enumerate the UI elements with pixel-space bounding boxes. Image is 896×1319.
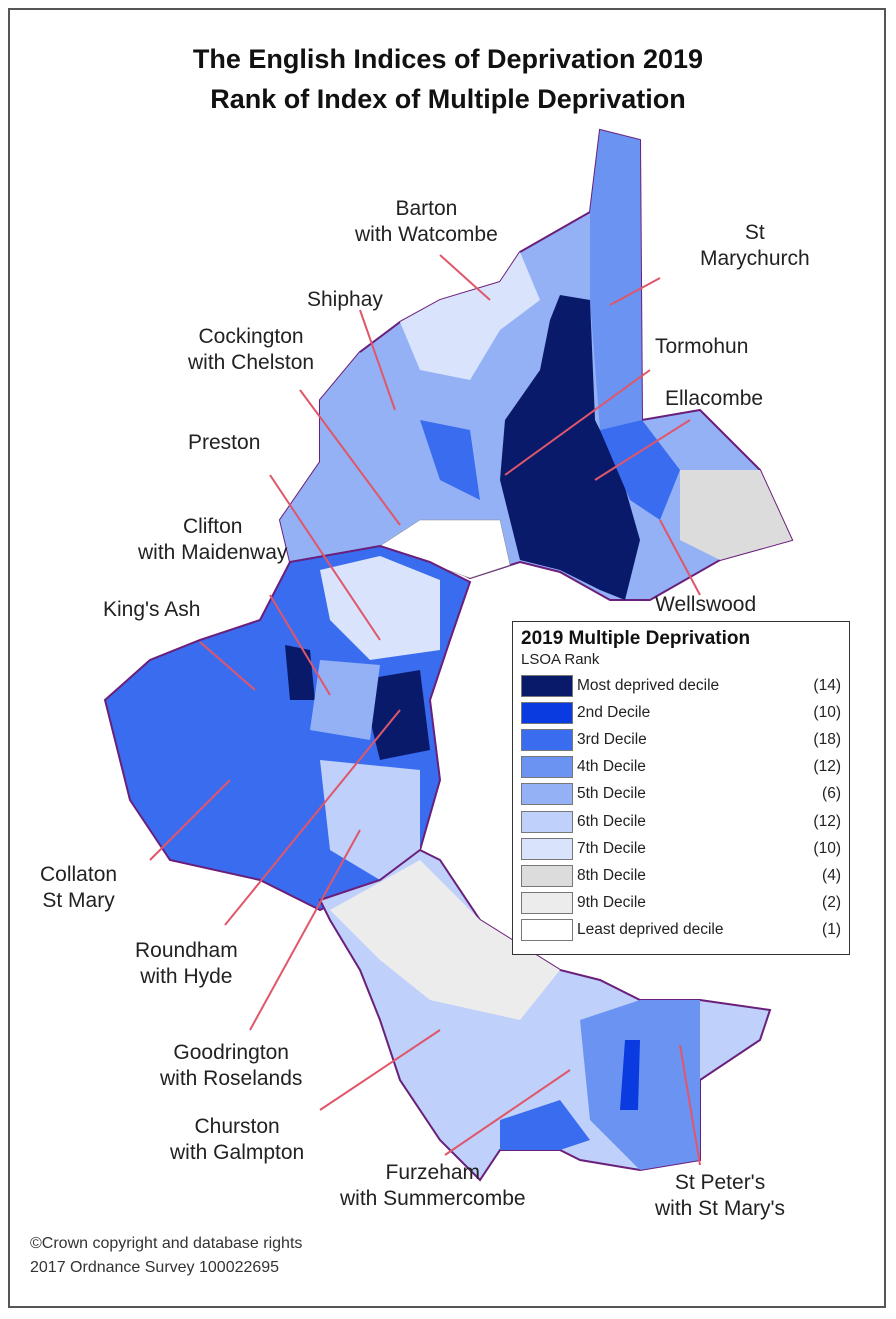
legend-item: 8th Decile (4) — [521, 862, 841, 889]
area-ellacombe — [600, 420, 680, 520]
area-shiphay — [420, 420, 480, 500]
legend-label: 8th Decile — [577, 866, 646, 884]
legend-count: (4) — [822, 866, 841, 884]
ward-label-goodrington: Goodrington with Roselands — [160, 1040, 302, 1092]
legend-item: 7th Decile (10) — [521, 835, 841, 862]
legend: 2019 Multiple Deprivation LSOA Rank Most… — [512, 621, 850, 955]
ward-label-st-marychurch: St Marychurch — [700, 220, 810, 272]
legend-label: 4th Decile — [577, 758, 646, 776]
legend-item: Most deprived decile (14) — [521, 672, 841, 699]
legend-count: (2) — [822, 894, 841, 912]
ward-label-barton: Barton with Watcombe — [355, 196, 498, 248]
legend-count: (10) — [813, 839, 841, 857]
legend-item: 3rd Decile (18) — [521, 726, 841, 753]
ward-label-collaton: Collaton St Mary — [40, 862, 117, 914]
legend-swatch — [521, 837, 573, 860]
ward-name: Cockington with Chelston — [188, 325, 315, 374]
area-st-peters — [580, 1000, 700, 1170]
area-churston — [330, 860, 560, 1020]
legend-label: 9th Decile — [577, 894, 646, 912]
ward-name: Collaton St Mary — [40, 863, 118, 912]
legend-swatch — [521, 701, 573, 724]
legend-item: 6th Decile (12) — [521, 808, 841, 835]
legend-subtitle: LSOA Rank — [521, 651, 600, 668]
legend-title: 2019 Multiple Deprivation — [521, 628, 751, 649]
ward-label-shiphay: Shiphay — [307, 287, 383, 313]
area-st-marychurch — [590, 130, 642, 430]
legend-count: (14) — [813, 676, 841, 694]
area-st-peters-dark — [620, 1040, 640, 1110]
copyright-line-1: ©Crown copyright and database rights — [30, 1235, 303, 1252]
area-preston — [320, 556, 440, 660]
ward-label-furzeham: Furzeham with Summercombe — [340, 1160, 526, 1212]
ward-label-cockington: Cockington with Chelston — [188, 324, 314, 376]
ward-label-kings-ash: King's Ash — [103, 597, 200, 623]
legend-swatch — [521, 783, 573, 806]
legend-count: (12) — [813, 812, 841, 830]
ward-label-ellacombe: Ellacombe — [665, 386, 763, 412]
copyright: ©Crown copyright and database rights 201… — [30, 1232, 302, 1280]
legend-items: Most deprived decile (14) 2nd Decile (10… — [521, 672, 841, 944]
ward-label-roundham: Roundham with Hyde — [135, 938, 238, 990]
area-tormohun-dark — [500, 295, 640, 600]
ward-label-tormohun: Tormohun — [655, 334, 748, 360]
area-goodrington — [320, 760, 420, 880]
map-subtitle: Rank of Index of Multiple Deprivation — [210, 84, 686, 114]
legend-swatch — [521, 919, 573, 942]
legend-swatch — [521, 756, 573, 779]
ward-name: Churston with Galmpton — [170, 1115, 305, 1164]
leader-lines — [149, 254, 701, 1166]
ward-label-st-peters: St Peter's with St Mary's — [655, 1170, 785, 1222]
legend-count: (10) — [813, 703, 841, 721]
area-clifton — [310, 660, 380, 740]
ward-name: Wellswood — [655, 593, 757, 616]
legend-item: Least deprived decile (1) — [521, 917, 841, 944]
ward-name: Tormohun — [655, 335, 749, 358]
ward-label-clifton: Clifton with Maidenway — [138, 514, 287, 566]
area-cockington — [280, 352, 410, 562]
ward-name: St Peter's with St Mary's — [655, 1171, 786, 1220]
ward-name: St Marychurch — [700, 221, 810, 270]
legend-swatch — [521, 674, 573, 697]
legend-item: 4th Decile (12) — [521, 754, 841, 781]
legend-item: 2nd Decile (10) — [521, 699, 841, 726]
ward-name: King's Ash — [103, 598, 201, 621]
legend-label: 7th Decile — [577, 839, 646, 857]
copyright-line-2: 2017 Ordnance Survey 100022695 — [30, 1259, 280, 1276]
ward-name: Furzeham with Summercombe — [340, 1161, 526, 1210]
legend-swatch — [521, 864, 573, 887]
legend-count: (6) — [822, 785, 841, 803]
map-frame — [8, 8, 886, 1308]
ward-name: Ellacombe — [665, 387, 764, 410]
legend-item: 5th Decile (6) — [521, 781, 841, 808]
area-furzeham — [500, 1100, 590, 1150]
ward-label-wellswood: Wellswood — [655, 592, 756, 618]
ward-name: Barton with Watcombe — [355, 197, 498, 246]
area-wellswood — [680, 470, 792, 560]
legend-label: Most deprived decile — [577, 676, 720, 694]
ward-name: Shiphay — [307, 288, 383, 311]
legend-count: (1) — [822, 921, 841, 939]
legend-swatch — [521, 728, 573, 751]
ward-name: Clifton with Maidenway — [138, 515, 288, 564]
ward-label-preston: Preston — [188, 430, 260, 456]
legend-label: 6th Decile — [577, 812, 646, 830]
legend-label: 3rd Decile — [577, 730, 647, 748]
area-barton — [400, 252, 540, 380]
legend-item: 9th Decile (2) — [521, 890, 841, 917]
map-title: The English Indices of Deprivation 2019 — [192, 44, 704, 74]
area-preston-white — [379, 519, 511, 579]
legend-label: 5th Decile — [577, 785, 646, 803]
ward-label-churston: Churston with Galmpton — [170, 1114, 304, 1166]
legend-count: (12) — [813, 758, 841, 776]
legend-label: Least deprived decile — [577, 921, 724, 939]
legend-swatch — [521, 892, 573, 915]
ward-name: Preston — [188, 431, 261, 454]
legend-swatch — [521, 810, 573, 833]
ward-name: Roundham with Hyde — [135, 939, 238, 988]
legend-label: 2nd Decile — [577, 703, 651, 721]
ward-name: Goodrington with Roselands — [160, 1041, 303, 1090]
legend-count: (18) — [813, 730, 841, 748]
